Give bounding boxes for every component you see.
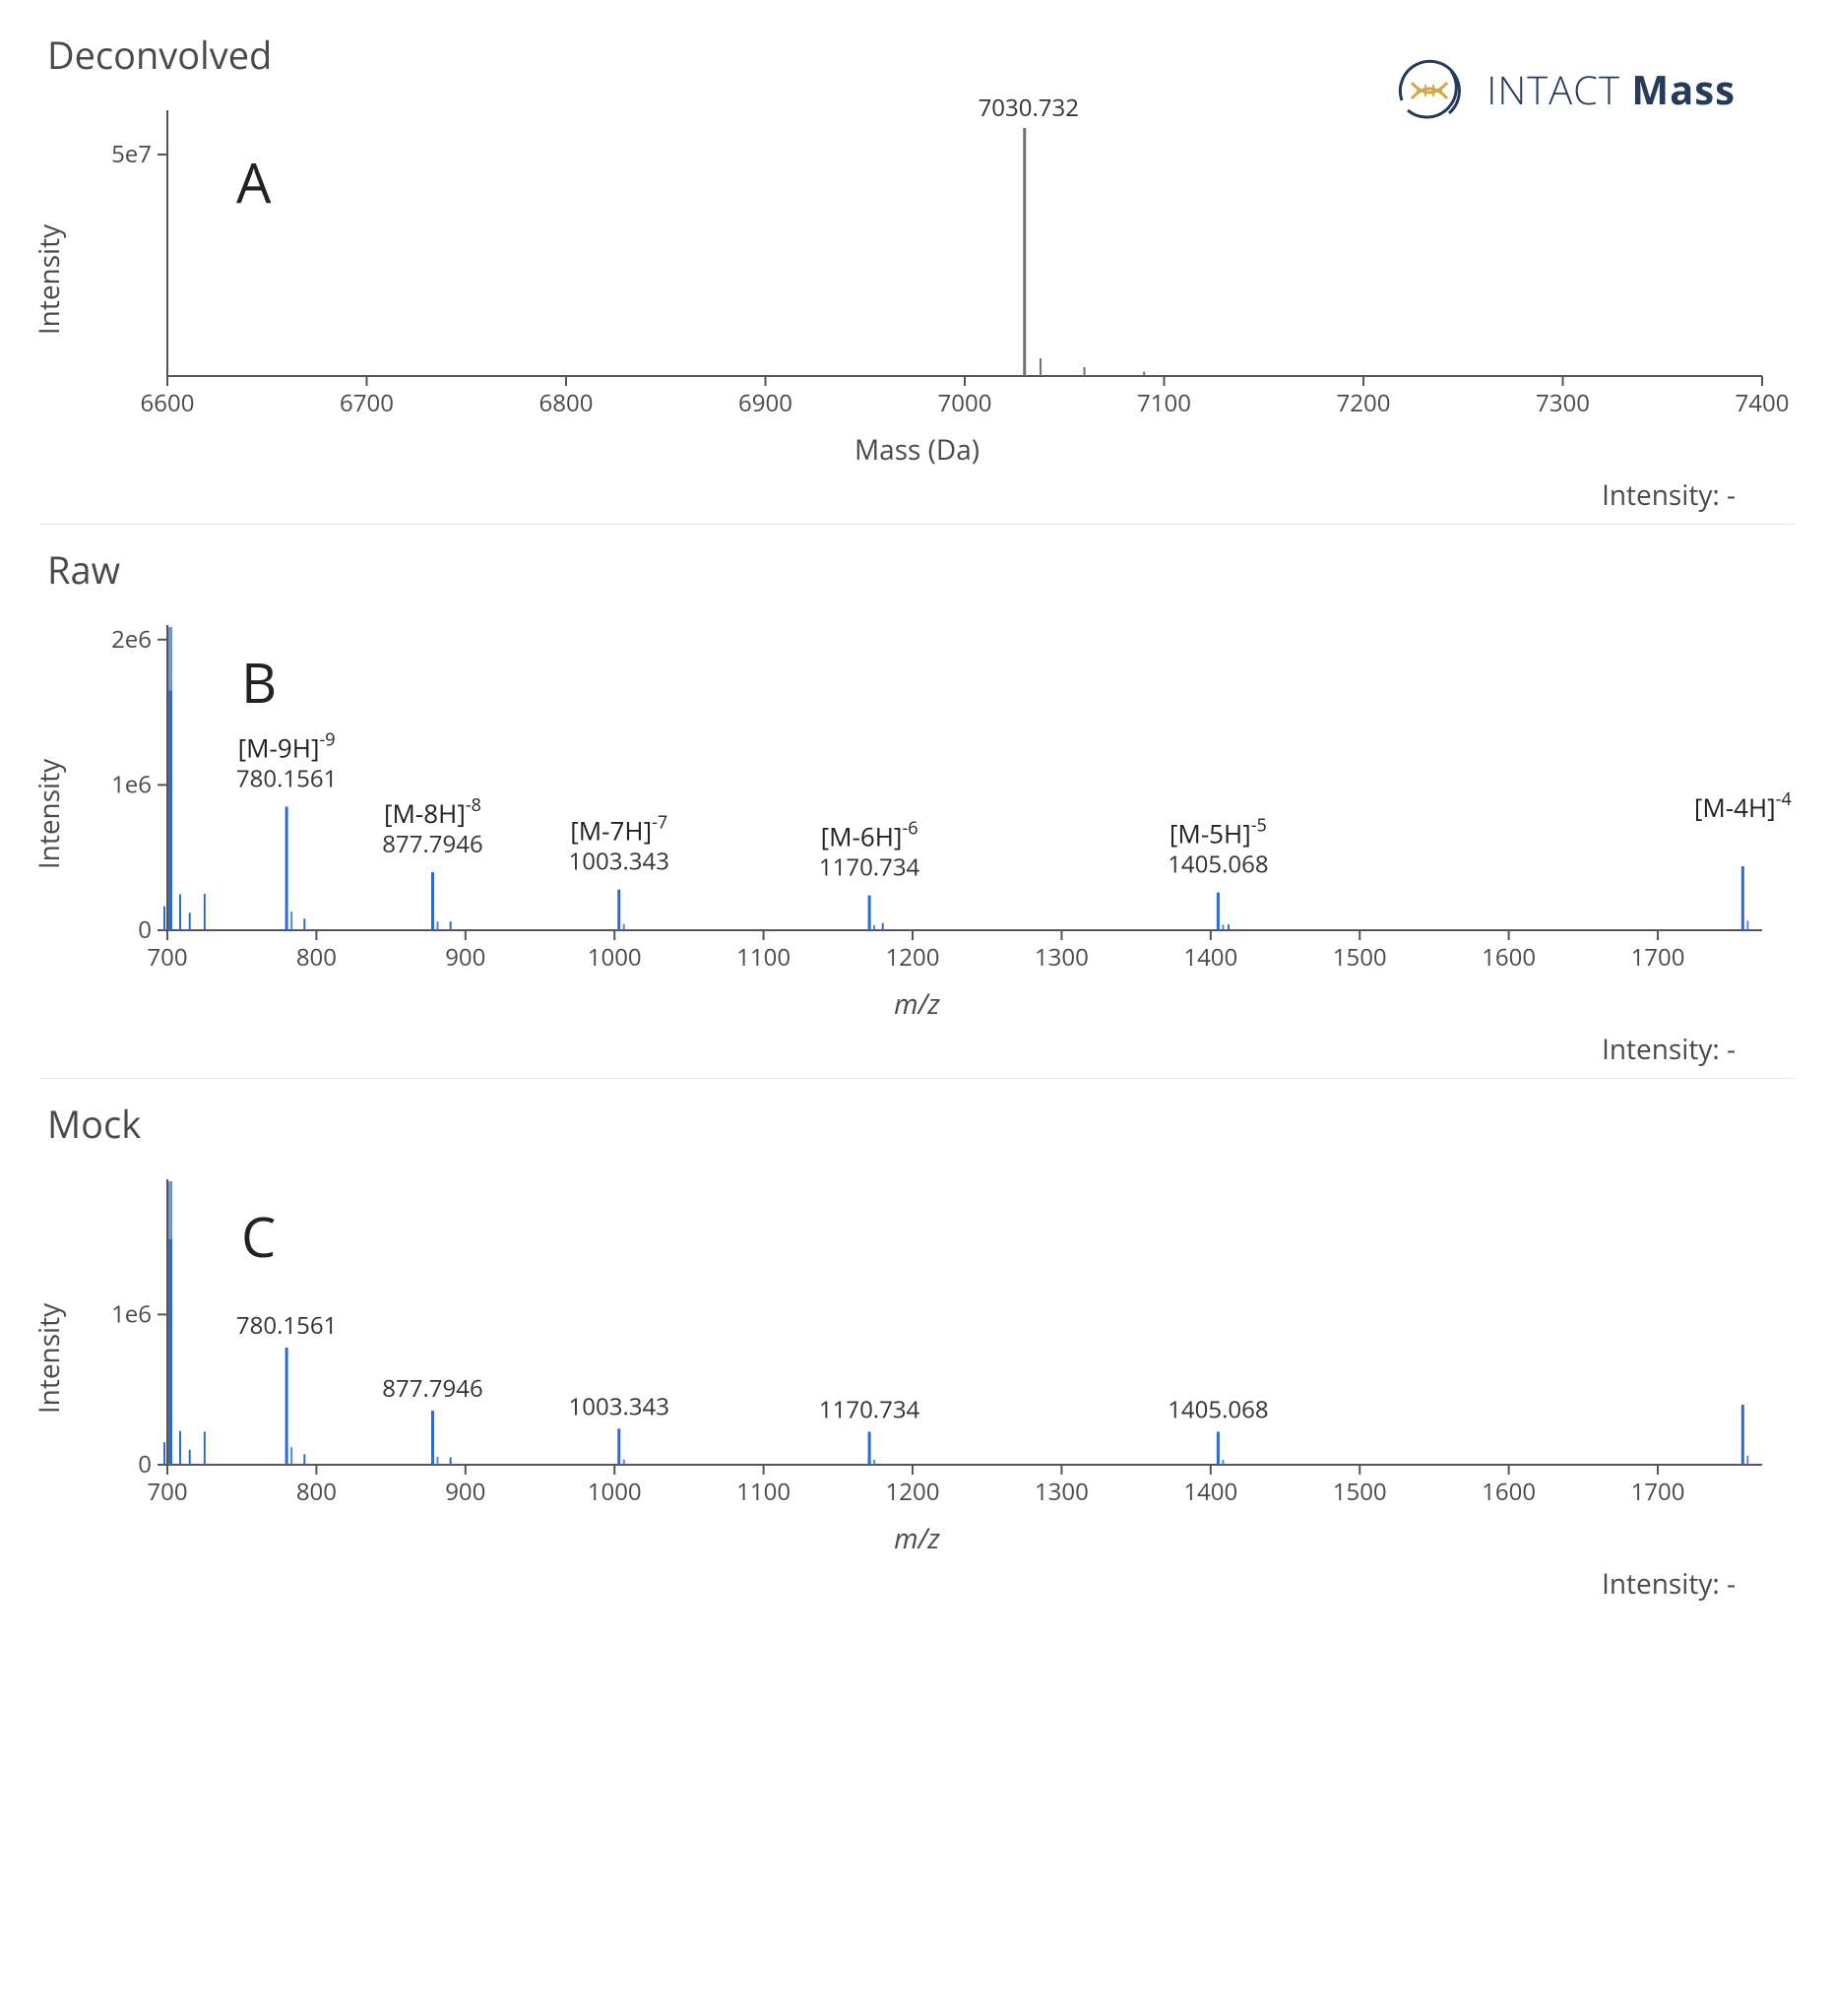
svg-text:[M-6H]-6: [M-6H]-6 [821,817,918,854]
svg-text:1500: 1500 [1333,941,1387,974]
svg-text:1e6: 1e6 [111,768,152,800]
svg-text:800: 800 [296,1476,337,1508]
svg-text:1700: 1700 [1631,1476,1685,1508]
svg-text:1100: 1100 [736,941,791,974]
panel-c-title: Mock [47,1099,1795,1150]
page: Deconvolved INTACT Mass Intensity A 6600… [0,0,1834,1652]
svg-text:900: 900 [445,941,485,974]
svg-text:1400: 1400 [1183,1476,1237,1508]
chart-a-wrap: Intensity A 6600670068006900700071007200… [39,91,1795,469]
svg-text:1405.068: 1405.068 [1168,849,1268,881]
svg-text:[M-8H]-8: [M-8H]-8 [384,793,481,831]
svg-text:[M-5H]-5: [M-5H]-5 [1170,814,1267,851]
svg-text:1000: 1000 [588,941,642,974]
chart-a-ylabel: Intensity [31,224,68,335]
svg-text:7030.732: 7030.732 [979,92,1079,124]
panel-mock: Mock Intensity C 70080090010001100120013… [39,1089,1795,1603]
svg-text:1100: 1100 [736,1476,791,1508]
svg-text:1300: 1300 [1035,1476,1089,1508]
svg-text:6900: 6900 [738,387,792,419]
svg-text:1003.343: 1003.343 [569,846,669,878]
svg-text:0: 0 [138,914,152,946]
svg-text:6700: 6700 [340,387,394,419]
svg-text:0: 0 [138,1448,152,1480]
svg-text:900: 900 [445,1476,485,1508]
panel-c-letter: C [241,1199,276,1274]
chart-c[interactable]: 700 800 900 1000 1100 1200 1300 1400 1500 1600 170… [39,1160,1792,1514]
chart-b-wrap: Intensity B 7008009001000110012001300140… [39,605,1795,1023]
divider-2 [39,1078,1795,1079]
svg-text:700: 700 [147,941,187,974]
svg-text:1e6: 1e6 [111,1297,152,1330]
chart-a[interactable]: 6600 6700 6800 6900 7000 7100 7200 7300 7400 5e7 7… [39,91,1792,425]
svg-text:877.7946: 877.7946 [382,1372,482,1405]
svg-text:[M-9H]-9: [M-9H]-9 [238,728,336,766]
svg-text:1700: 1700 [1631,941,1685,974]
svg-text:1405.068: 1405.068 [1168,1393,1268,1425]
svg-text:800: 800 [296,941,337,974]
svg-text:6800: 6800 [539,387,594,419]
svg-text:780.1561: 780.1561 [236,1309,337,1342]
svg-text:7200: 7200 [1337,387,1391,419]
panel-b-title: Raw [47,544,1795,596]
panel-raw: Raw Intensity B 700800900100011001200130… [39,535,1795,1068]
chart-b[interactable]: 700 800 900 1000 1100 1200 1300 1400 1500 1600 170… [39,605,1792,979]
panel-deconvolved: Deconvolved INTACT Mass Intensity A 6600… [39,20,1795,514]
svg-text:1300: 1300 [1035,941,1089,974]
chart-c-xlabel: m/z [39,1520,1795,1557]
svg-text:2e6: 2e6 [111,623,152,656]
svg-text:1200: 1200 [886,941,940,974]
chart-b-xlabel: m/z [39,985,1795,1023]
svg-text:780.1561: 780.1561 [236,763,337,795]
svg-text:7000: 7000 [938,387,992,419]
chart-a-readout: Intensity: - [39,476,1795,514]
svg-text:7300: 7300 [1536,387,1590,419]
svg-text:1600: 1600 [1482,1476,1536,1508]
svg-text:[M-4H]-4: [M-4H]-4 [1694,788,1792,825]
svg-text:7100: 7100 [1137,387,1191,419]
chart-a-xlabel: Mass (Da) [39,431,1795,469]
svg-text:6600: 6600 [141,387,195,419]
svg-text:700: 700 [147,1476,187,1508]
divider-1 [39,524,1795,525]
svg-text:[M-7H]-7: [M-7H]-7 [570,811,667,849]
svg-text:5e7: 5e7 [111,138,152,170]
chart-b-ylabel: Intensity [31,759,68,869]
svg-text:1170.734: 1170.734 [819,851,920,884]
chart-b-readout: Intensity: - [39,1031,1795,1068]
svg-text:1200: 1200 [886,1476,940,1508]
svg-text:1170.734: 1170.734 [819,1393,920,1425]
svg-text:1003.343: 1003.343 [569,1390,669,1422]
svg-text:1000: 1000 [588,1476,642,1508]
panel-a-letter: A [236,145,271,220]
svg-text:7400: 7400 [1736,387,1790,419]
chart-c-ylabel: Intensity [31,1303,68,1414]
chart-c-readout: Intensity: - [39,1565,1795,1603]
panel-b-letter: B [241,645,277,720]
svg-text:1600: 1600 [1482,941,1536,974]
svg-text:1500: 1500 [1333,1476,1387,1508]
chart-c-wrap: Intensity C 7008009001000110012001300140… [39,1160,1795,1557]
svg-text:1400: 1400 [1183,941,1237,974]
svg-text:877.7946: 877.7946 [382,828,482,860]
